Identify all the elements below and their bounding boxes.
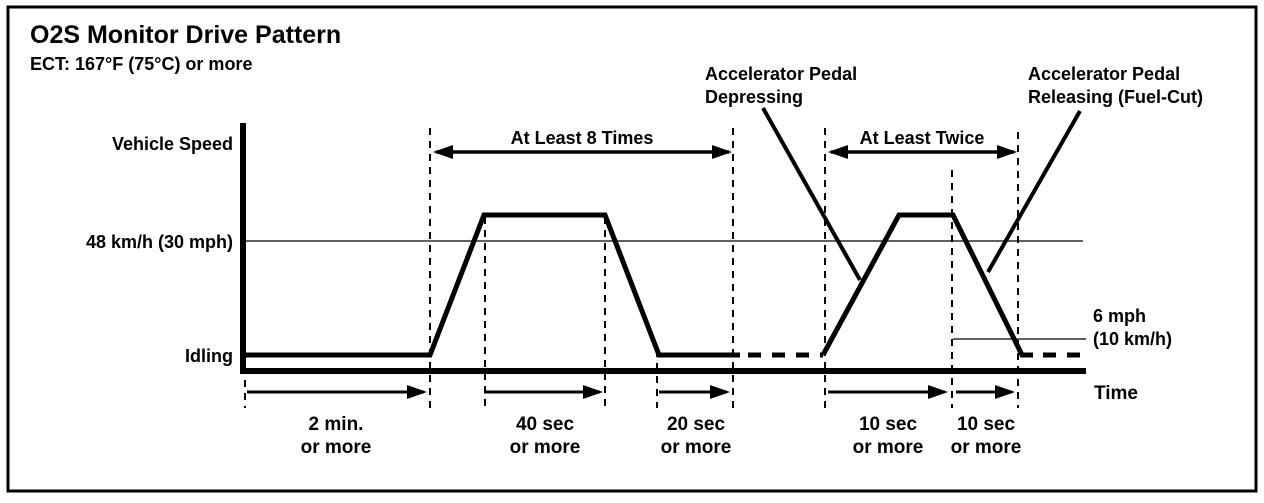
speed-trace <box>246 212 1084 358</box>
span-label-8-times: At Least 8 Times <box>511 128 654 148</box>
pedal-depress-label-line2: Depressing <box>705 87 803 107</box>
diagram-subtitle: ECT: 167°F (75°C) or more <box>30 54 252 74</box>
y-axis-label: Vehicle Speed <box>112 134 233 154</box>
speed-trace-cycle1 <box>246 212 740 358</box>
time-label-20sec-value: 20 sec <box>667 414 726 435</box>
diagram-title: O2S Monitor Drive Pattern <box>30 21 341 49</box>
time-label-40sec-value: 40 sec <box>516 414 575 435</box>
time-label-2min-qualifier: or more <box>301 437 372 458</box>
time-label-10sec-a-value: 10 sec <box>859 414 918 435</box>
dashed-guides <box>244 128 1019 408</box>
time-label-40sec-qualifier: or more <box>510 437 581 458</box>
ref-label-idling: Idling <box>185 346 233 366</box>
time-duration-labels: 2 min. or more 40 sec or more 20 sec or … <box>301 414 1022 458</box>
speed-trace-cycle2 <box>820 212 1033 358</box>
pedal-depress-label-line1: Accelerator Pedal <box>705 64 857 84</box>
time-label-10sec-a-qualifier: or more <box>853 437 924 458</box>
time-label-10sec-b-qualifier: or more <box>951 437 1022 458</box>
pedal-depress-leader-line <box>761 107 862 281</box>
ref-label-48kmh: 48 km/h (30 mph) <box>86 232 233 252</box>
pedal-release-leader-line <box>986 110 1082 273</box>
pedal-release-label-line2: Releasing (Fuel-Cut) <box>1028 87 1203 107</box>
ref-label-6mph-line1: 6 mph <box>1093 306 1146 326</box>
ref-label-6mph-line2: (10 km/h) <box>1093 329 1172 349</box>
pedal-release-label-line1: Accelerator Pedal <box>1028 64 1180 84</box>
time-label-20sec-qualifier: or more <box>661 437 732 458</box>
span-label-twice: At Least Twice <box>860 128 985 148</box>
time-label-10sec-b-value: 10 sec <box>957 414 1016 435</box>
time-label-2min-value: 2 min. <box>309 414 364 435</box>
x-axis-label: Time <box>1094 383 1138 404</box>
diagram-border <box>6 5 1258 493</box>
